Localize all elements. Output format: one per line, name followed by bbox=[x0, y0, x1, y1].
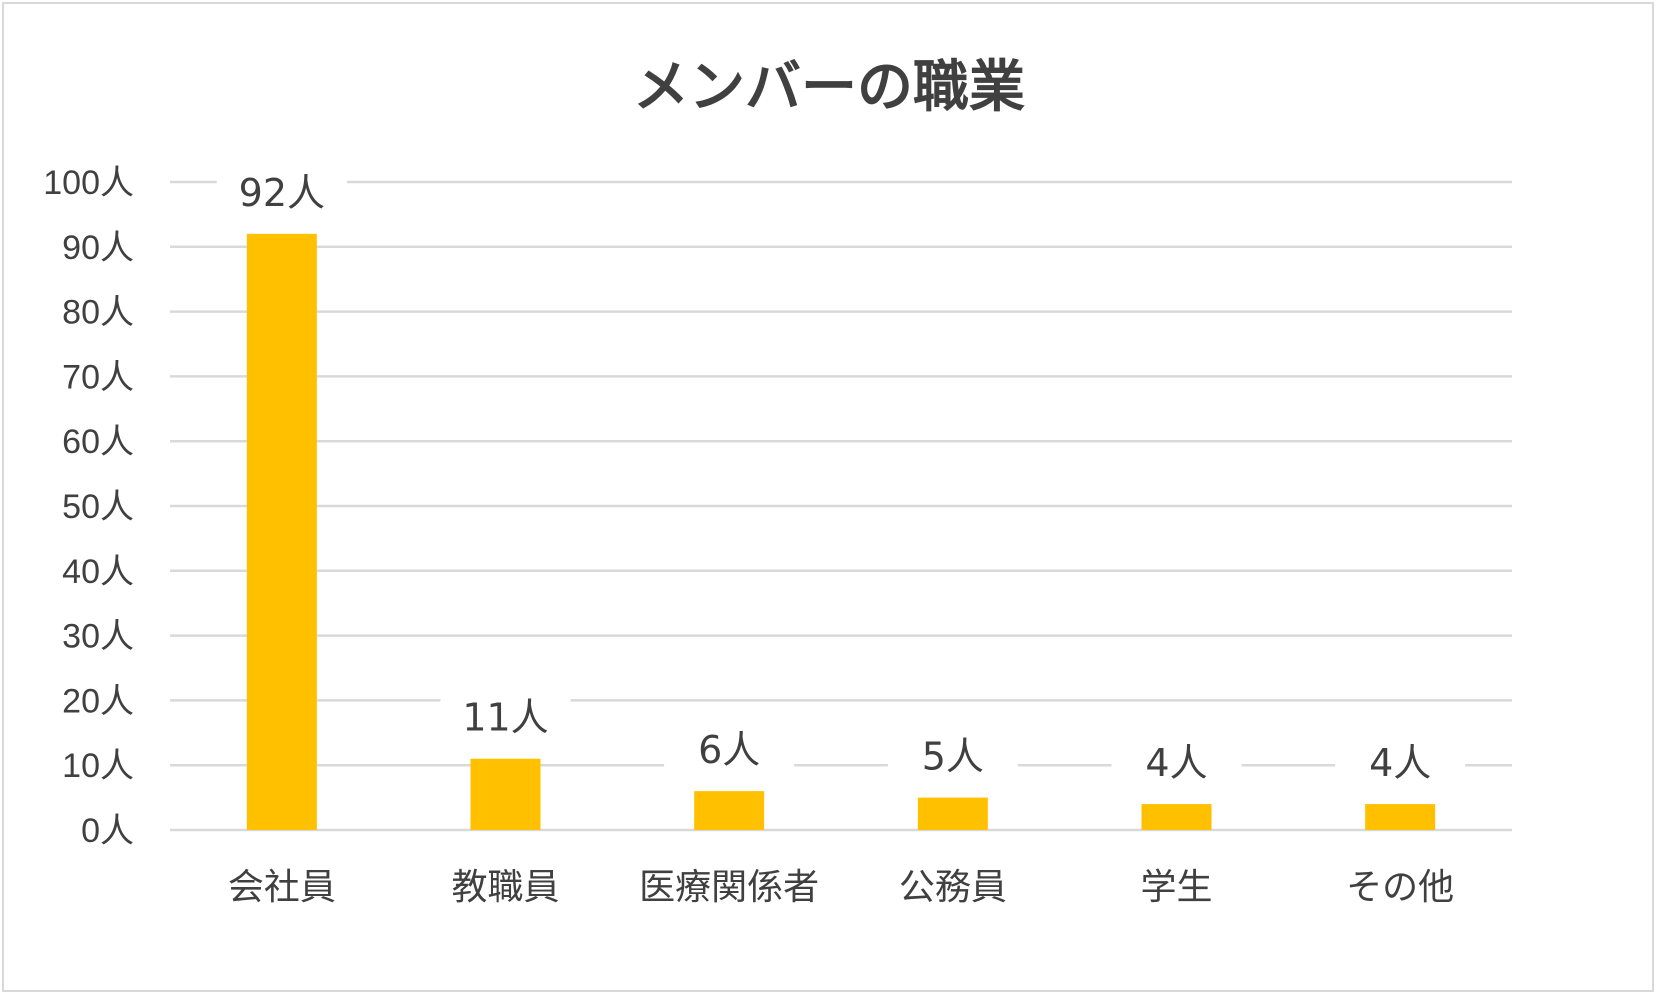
y-tick-label: 10人 bbox=[62, 747, 134, 785]
x-axis-ticks: 会社員 教職員 医療関係者 公務員 学生 その他 bbox=[228, 867, 1454, 908]
bar bbox=[246, 233, 317, 831]
y-tick-label: 70人 bbox=[62, 358, 134, 396]
y-tick-label: 60人 bbox=[62, 423, 134, 461]
x-tick-label: 会社員 bbox=[228, 867, 336, 908]
data-label-background bbox=[440, 696, 571, 743]
bar bbox=[1365, 804, 1436, 830]
y-tick-label: 80人 bbox=[62, 294, 134, 332]
bar bbox=[1141, 804, 1212, 830]
y-tick-label: 30人 bbox=[62, 618, 134, 656]
data-labels: 92人 11人 6人 5人 4人 4人 bbox=[216, 171, 1466, 789]
y-axis-ticks: 0人 10人 20人 30人 40人 50人 60人 70人 80人 90人 100人 bbox=[43, 164, 134, 850]
data-label-background bbox=[887, 735, 1018, 782]
bar-chart: 0人 10人 20人 30人 40人 50人 60人 70人 80人 90人 100人 92人 11人… bbox=[43, 55, 1512, 908]
y-tick-label: 90人 bbox=[62, 229, 134, 267]
data-label-background bbox=[664, 729, 795, 776]
data-label-background bbox=[1335, 742, 1466, 789]
x-tick-label: 教職員 bbox=[451, 867, 559, 908]
data-label: 4人 bbox=[1369, 741, 1431, 785]
x-tick-label: 医療関係者 bbox=[639, 867, 819, 908]
y-tick-label: 20人 bbox=[62, 682, 134, 720]
data-label: 4人 bbox=[1145, 741, 1207, 785]
bar bbox=[694, 791, 765, 830]
x-tick-label: その他 bbox=[1346, 867, 1454, 908]
data-label-background bbox=[216, 171, 347, 218]
data-label-background bbox=[1111, 742, 1242, 789]
data-label: 6人 bbox=[698, 728, 760, 772]
y-tick-label: 40人 bbox=[62, 553, 134, 591]
bars bbox=[246, 233, 1436, 831]
data-label: 5人 bbox=[922, 735, 984, 779]
y-tick-label: 0人 bbox=[81, 812, 134, 850]
x-tick-label: 学生 bbox=[1140, 867, 1212, 908]
data-label: 11人 bbox=[462, 696, 548, 740]
y-tick-label: 100人 bbox=[43, 164, 134, 202]
gridlines bbox=[170, 180, 1512, 832]
x-tick-label: 公務員 bbox=[899, 867, 1007, 908]
bar bbox=[917, 797, 988, 830]
y-tick-label: 50人 bbox=[62, 488, 134, 526]
chart-title: メンバーの職業 bbox=[633, 55, 1025, 120]
bar bbox=[470, 758, 541, 830]
data-label: 92人 bbox=[239, 171, 325, 215]
